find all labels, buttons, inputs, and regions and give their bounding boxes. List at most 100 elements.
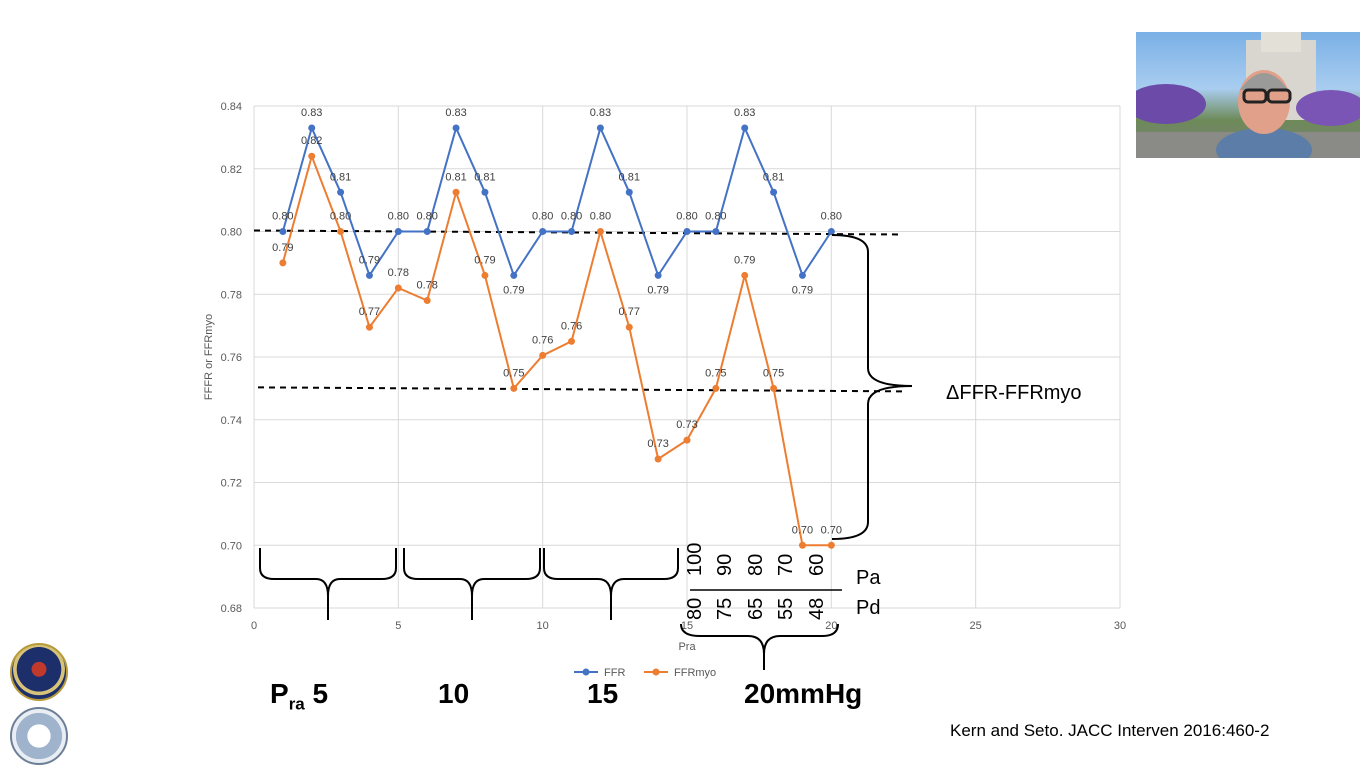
label-ffrmyo-18: 0.75 (763, 367, 784, 379)
x-tick-5: 25 (970, 620, 982, 632)
label-ffrmyo-10: 0.76 (532, 334, 553, 346)
legend-label-ffrmyo: FFRmyo (674, 667, 716, 679)
point-ffrmyo-8 (481, 271, 489, 279)
label-ffr-17: 0.83 (734, 107, 755, 119)
label-ffrmyo-9: 0.75 (503, 367, 524, 379)
label-ffr-4: 0.79 (359, 254, 380, 266)
pa-value-2: 90 (714, 554, 736, 576)
point-ffrmyo-2 (308, 152, 316, 160)
pd-label: Pd (856, 597, 880, 619)
pd-value-4: 55 (775, 598, 797, 620)
grid-lines (253, 105, 1121, 609)
x-tick-labels: 0 5 10 15 20 25 30 (251, 620, 1126, 632)
y-tick-4: 0.76 (221, 352, 242, 364)
label-ffrmyo-4: 0.77 (359, 306, 380, 318)
label-ffr-2: 0.83 (301, 107, 322, 119)
point-ffrmyo-17 (741, 271, 749, 279)
series-lines (281, 125, 833, 547)
label-ffrmyo-6: 0.78 (416, 280, 437, 292)
point-ffr-3 (337, 188, 345, 196)
pd-value-3: 65 (745, 598, 767, 620)
point-ffr-20 (827, 228, 835, 235)
y-tick-3: 0.74 (221, 415, 242, 427)
y-tick-1: 0.70 (221, 540, 242, 552)
point-ffr-10 (539, 228, 547, 235)
webcam-scene (1136, 32, 1360, 158)
point-ffr-11 (568, 228, 576, 235)
point-ffr-15 (683, 228, 691, 235)
point-ffrmyo-15 (683, 436, 691, 444)
x-tick-3: 15 (681, 620, 693, 632)
y-tick-6: 0.80 (221, 227, 242, 239)
y-tick-8: 0.84 (221, 101, 242, 113)
pressure-p-subscript: ra (288, 694, 305, 714)
lower-dashed-line (257, 386, 907, 393)
label-ffr-9: 0.79 (503, 284, 524, 296)
legend-label-ffr: FFR (604, 667, 625, 679)
y-axis-label: FFFR or FFRmyo (203, 314, 215, 400)
point-ffrmyo-12 (596, 228, 604, 235)
pressure-p-letter: P (270, 678, 289, 709)
delta-brace (831, 234, 913, 540)
point-ffrmyo-11 (568, 337, 576, 345)
point-ffr-13 (625, 188, 633, 196)
upper-dashed-line (253, 229, 904, 236)
label-ffrmyo-2: 0.82 (301, 135, 322, 147)
point-ffrmyo-5 (394, 284, 402, 292)
webcam-video-overlay (1136, 32, 1360, 158)
point-ffr-17 (741, 124, 749, 132)
point-ffrmyo-9 (510, 384, 518, 392)
pressure-label-second: 10 (438, 678, 470, 709)
x-axis-label: Pra (678, 641, 696, 653)
university-seal-logo (10, 707, 68, 765)
point-ffr-4 (365, 271, 373, 279)
label-ffr-3: 0.81 (330, 171, 351, 183)
pressure-first-value: 5 (312, 678, 329, 709)
label-ffr-11: 0.80 (561, 211, 582, 223)
reference-dashed-lines (253, 229, 907, 393)
pd-value-5: 48 (806, 598, 828, 620)
point-ffrmyo-18 (770, 384, 778, 392)
pd-value-1: 80 (684, 598, 706, 620)
series-points (279, 124, 835, 549)
data-labels: 0.80 0.83 0.81 0.80 0.80 0.83 0.81 0.79 0.80 0.80… (272, 107, 842, 536)
pressure-group-braces (259, 548, 842, 670)
label-ffr-5: 0.80 (388, 211, 409, 223)
label-ffr-20: 0.80 (821, 211, 842, 223)
point-ffr-19 (798, 271, 806, 279)
label-ffrmyo-3: 0.80 (330, 211, 351, 223)
point-ffr-14 (654, 271, 662, 279)
label-ffrmyo-11: 0.76 (561, 320, 582, 332)
point-ffr-2 (308, 124, 316, 132)
x-tick-1: 5 (395, 620, 401, 632)
point-ffr-8 (481, 188, 489, 196)
label-ffr-19: 0.79 (792, 284, 813, 296)
x-tick-0: 0 (251, 620, 257, 632)
point-ffrmyo-13 (625, 323, 633, 331)
point-ffrmyo-6 (423, 297, 431, 305)
label-ffrmyo-8: 0.79 (474, 254, 495, 266)
label-ffrmyo-17: 0.79 (734, 254, 755, 266)
point-ffrmyo-3 (337, 228, 345, 235)
label-ffr-6: 0.80 (416, 211, 437, 223)
label-ffrmyo-14: 0.73 (647, 438, 668, 450)
legend-marker-ffrmyo (652, 668, 660, 676)
delta-ffr-ffrmyo-label: ΔFFR-FFRmyo (946, 382, 1082, 404)
label-ffrmyo-20: 0.70 (821, 524, 842, 536)
pa-value-3: 80 (745, 554, 767, 576)
label-ffr-14: 0.79 (647, 284, 668, 296)
label-ffr-7: 0.83 (445, 107, 466, 119)
label-ffr-8: 0.81 (474, 171, 495, 183)
chart-legend: FFR FFRmyo (574, 667, 716, 679)
x-tick-2: 10 (537, 620, 549, 632)
label-ffrmyo-19: 0.70 (792, 524, 813, 536)
x-tick-4: 20 (825, 620, 837, 632)
point-ffr-1 (279, 228, 287, 235)
series-line-ffrmyo (281, 152, 832, 547)
point-ffrmyo-7 (452, 188, 460, 196)
label-ffr-13: 0.81 (619, 171, 640, 183)
point-ffr-9 (510, 271, 518, 279)
point-ffrmyo-19 (798, 541, 806, 549)
y-tick-2: 0.72 (221, 478, 242, 490)
